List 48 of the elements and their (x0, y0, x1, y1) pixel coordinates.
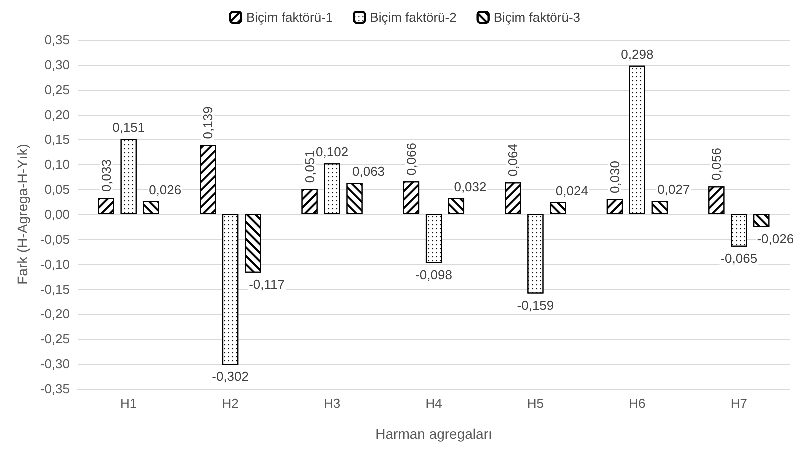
y-tick-label: 0,25 (44, 82, 70, 98)
data-label: -0,098 (416, 267, 452, 282)
y-tick-label: 0,10 (44, 157, 70, 172)
data-label: 0,051 (302, 150, 318, 184)
data-label: -0,026 (757, 231, 794, 246)
data-label: -0,117 (249, 276, 286, 292)
data-label: 0,102 (316, 144, 349, 160)
data-label: 0,064 (506, 144, 521, 177)
y-axis-title: Fark (H-Agrega-H-Yık) (14, 144, 30, 285)
data-label: 0,151 (112, 120, 146, 136)
y-tick-label: 0,00 (44, 207, 70, 222)
data-label: 0,026 (149, 182, 182, 198)
y-tick-label: -0,10 (40, 256, 70, 272)
data-label: -0,065 (720, 250, 758, 266)
y-tick-label: 0,20 (44, 107, 70, 122)
y-tick-label: -0,35 (40, 382, 70, 396)
data-label: 0,056 (709, 148, 724, 181)
x-tick-label: H5 (527, 396, 544, 411)
x-tick-label: H7 (730, 396, 748, 411)
data-label: 0,066 (404, 143, 420, 176)
data-label: 0,027 (658, 182, 690, 198)
data-label: 0,024 (556, 184, 588, 199)
data-label: 0,063 (352, 164, 386, 180)
legend-label: Biçim faktörü-1 (246, 10, 334, 25)
y-tick-label: 0,15 (44, 132, 70, 148)
y-tick-label: 0,30 (44, 57, 70, 72)
y-tick-label: -0,30 (40, 356, 70, 372)
y-tick-label: -0,20 (40, 306, 70, 322)
data-label: -0,302 (212, 369, 250, 384)
y-tick-label: 0,35 (44, 32, 70, 48)
data-label: 0,032 (454, 180, 487, 195)
x-tick-label: H2 (222, 396, 239, 411)
data-label: 0,033 (98, 160, 114, 192)
x-tick-label: H4 (426, 396, 442, 411)
legend-label: Biçim faktörü-2 (370, 10, 457, 25)
data-label: 0,030 (607, 160, 622, 194)
legend-label: Biçim faktörü-3 (494, 10, 581, 25)
x-axis-title: Harman agregaları (376, 426, 492, 442)
x-tick-label: H3 (324, 396, 341, 411)
x-tick-label: H6 (629, 396, 646, 411)
x-tick-label: H1 (120, 396, 138, 411)
y-tick-label: -0,25 (40, 332, 70, 347)
data-label: 0,139 (200, 106, 216, 140)
data-label: -0,159 (517, 298, 554, 313)
y-tick-label: -0,05 (40, 232, 70, 247)
y-tick-label: 0,05 (44, 182, 70, 198)
y-tick-label: -0,15 (40, 282, 70, 297)
data-label: 0,298 (621, 46, 654, 62)
